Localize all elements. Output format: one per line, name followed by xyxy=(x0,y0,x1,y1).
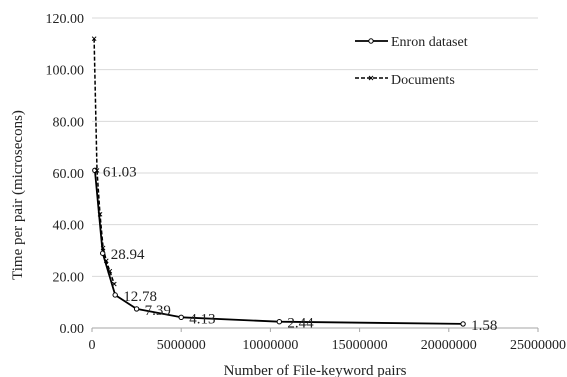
x-marker-stroke xyxy=(100,245,106,251)
x-marker-stroke xyxy=(103,258,109,264)
x-tick-label: 10000000 xyxy=(242,338,298,353)
x-marker-stroke xyxy=(91,36,97,42)
y-tick-label: 0.00 xyxy=(60,322,85,337)
data-point-enron xyxy=(276,318,283,325)
x-marker-stroke xyxy=(97,211,103,217)
y-tick-label: 40.00 xyxy=(53,219,85,234)
data-label: 4.13 xyxy=(189,311,215,327)
legend-label-documents: Documents xyxy=(391,73,455,88)
x-axis-title: Number of File-keyword pairs xyxy=(224,363,407,377)
y-axis-title: Time per pair (microsecons) xyxy=(10,110,26,280)
axes: 0.00 20.00 40.00 60.00 80.00 100.00 120.00 0 500… xyxy=(46,12,567,353)
data-point-documents xyxy=(107,268,113,274)
data-label: 2.44 xyxy=(287,316,314,332)
data-labels: 61.03 28.94 12.787.39 4.13 2.44 1.58 xyxy=(103,164,497,334)
legend: Enron dataset Documents xyxy=(355,35,468,88)
x-marker-stroke xyxy=(107,268,113,274)
x-marker-stroke xyxy=(94,168,100,173)
data-label: 1.58 xyxy=(471,318,497,334)
data-point-enron xyxy=(178,314,184,321)
y-tick-label: 100.00 xyxy=(46,64,85,79)
y-tick-label: 60.00 xyxy=(53,167,85,182)
gridlines xyxy=(92,17,538,329)
data-point-documents xyxy=(97,211,103,217)
series-lines xyxy=(91,36,466,327)
legend-label-enron: Enron dataset xyxy=(391,35,468,50)
data-point-documents xyxy=(100,245,106,251)
x-tick-label: 0 xyxy=(89,338,96,353)
data-label: 28.94 xyxy=(111,247,145,263)
data-label: 12.78 xyxy=(123,289,157,305)
x-tick-label: 15000000 xyxy=(332,338,388,353)
data-point-enron xyxy=(112,292,118,298)
data-point-documents xyxy=(94,168,100,173)
y-tick-label: 20.00 xyxy=(53,270,85,285)
x-tick-label: 5000000 xyxy=(157,338,206,353)
data-point-documents xyxy=(103,258,109,264)
x-tick-label: 25000000 xyxy=(510,338,566,353)
data-point-enron xyxy=(460,321,466,327)
x-marker-stroke xyxy=(111,281,117,287)
legend-marker-enron xyxy=(368,38,374,44)
data-label: 7.39 xyxy=(145,303,171,319)
legend-marker-documents xyxy=(368,75,374,81)
data-point-documents xyxy=(111,281,117,287)
x-tick-label: 20000000 xyxy=(421,338,477,353)
data-label: 61.03 xyxy=(103,164,137,180)
y-tick-label: 80.00 xyxy=(53,115,85,130)
data-point-enron xyxy=(133,306,140,312)
y-tick-label: 120.00 xyxy=(46,12,85,27)
data-point-documents xyxy=(91,36,97,42)
